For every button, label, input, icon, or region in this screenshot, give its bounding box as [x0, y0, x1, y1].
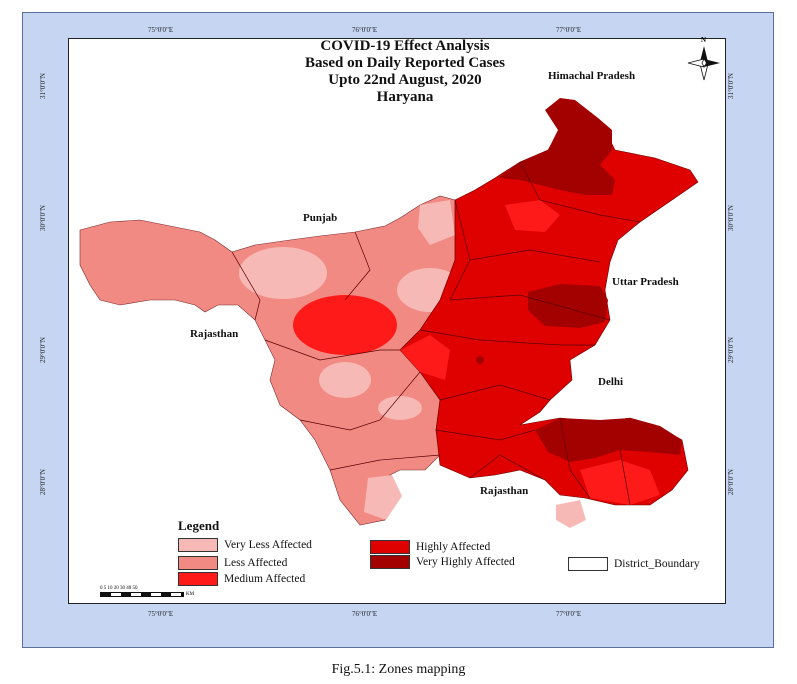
legend-swatch — [178, 572, 218, 586]
legend-label: Very Highly Affected — [416, 556, 515, 568]
legend-item-very-less: Very Less Affected — [178, 538, 312, 552]
zone-medium-3 — [400, 335, 450, 380]
title-line-4: Haryana — [376, 89, 434, 105]
label-delhi: Delhi — [598, 376, 624, 388]
map-title: COVID-19 Effect Analysis Based on Daily … — [225, 38, 585, 106]
zone-medium-4 — [580, 460, 660, 505]
zone-medium-2 — [505, 200, 560, 232]
district-boundaries — [231, 161, 641, 506]
title-line-3: Upto 22nd August, 2020 — [328, 72, 482, 88]
scale-bar-graphic — [100, 592, 184, 597]
zone-medium-1 — [293, 295, 397, 355]
legend-swatch — [178, 538, 218, 552]
legend-label: Highly Affected — [416, 541, 491, 553]
graticule-bottom-1: 75°0'0"E — [148, 610, 174, 618]
legend-item-very-high: Very Highly Affected — [370, 555, 515, 569]
label-uttar-pradesh: Uttar Pradesh — [612, 276, 679, 288]
scale-bar-ticks: 0 5 10 20 30 40 50 — [100, 586, 138, 591]
figure-caption: Fig.5.1: Zones mapping — [331, 662, 466, 677]
zone-less-west — [79, 195, 456, 526]
graticule-bottom-3: 77°0'0"E — [556, 610, 582, 618]
label-rajasthan-south: Rajasthan — [480, 485, 529, 497]
zone-very-high-2 — [528, 284, 608, 328]
north-arrow-label: N — [701, 36, 707, 44]
zone-very-less-7 — [556, 500, 586, 528]
legend-title: Legend — [178, 518, 220, 533]
legend-item-district-boundary: District_Boundary — [568, 557, 700, 571]
legend-swatch — [568, 557, 608, 571]
label-himachal-pradesh: Himachal Pradesh — [548, 70, 636, 82]
scale-bar: 0 5 10 20 30 40 50 KM — [100, 586, 194, 597]
legend-swatch — [178, 556, 218, 570]
north-arrow-icon — [687, 46, 720, 81]
graticule-bottom-2: 76°0'0"E — [352, 610, 378, 618]
legend-swatch — [370, 540, 410, 554]
legend-label: District_Boundary — [614, 558, 700, 570]
zone-very-less-3 — [319, 362, 371, 398]
graticule-top-3: 77°0'0"E — [556, 26, 582, 34]
zone-very-high-3 — [535, 418, 682, 462]
graticule-top-2: 76°0'0"E — [352, 26, 378, 34]
legend-item-high: Highly Affected — [370, 540, 490, 554]
zone-very-less-8 — [418, 200, 455, 245]
zone-very-less-6 — [364, 475, 402, 520]
legend-item-less: Less Affected — [178, 556, 287, 570]
legend-label: Medium Affected — [224, 573, 306, 585]
title-line-2: Based on Daily Reported Cases — [304, 55, 505, 71]
legend-item-medium: Medium Affected — [178, 572, 305, 586]
zone-very-high-dot — [476, 356, 484, 364]
zone-very-high-1 — [498, 98, 615, 195]
title-line-1: COVID-19 Effect Analysis — [320, 38, 490, 54]
label-punjab: Punjab — [303, 212, 338, 224]
legend-label: Less Affected — [224, 557, 288, 569]
zone-very-less-1 — [239, 247, 327, 299]
label-rajasthan-west: Rajasthan — [190, 328, 239, 340]
legend-label: Very Less Affected — [224, 539, 312, 551]
legend-swatch — [370, 555, 410, 569]
zone-very-less-4 — [378, 396, 422, 420]
graticule-top-1: 75°0'0"E — [148, 26, 174, 34]
scale-bar-unit: KM — [186, 592, 195, 597]
